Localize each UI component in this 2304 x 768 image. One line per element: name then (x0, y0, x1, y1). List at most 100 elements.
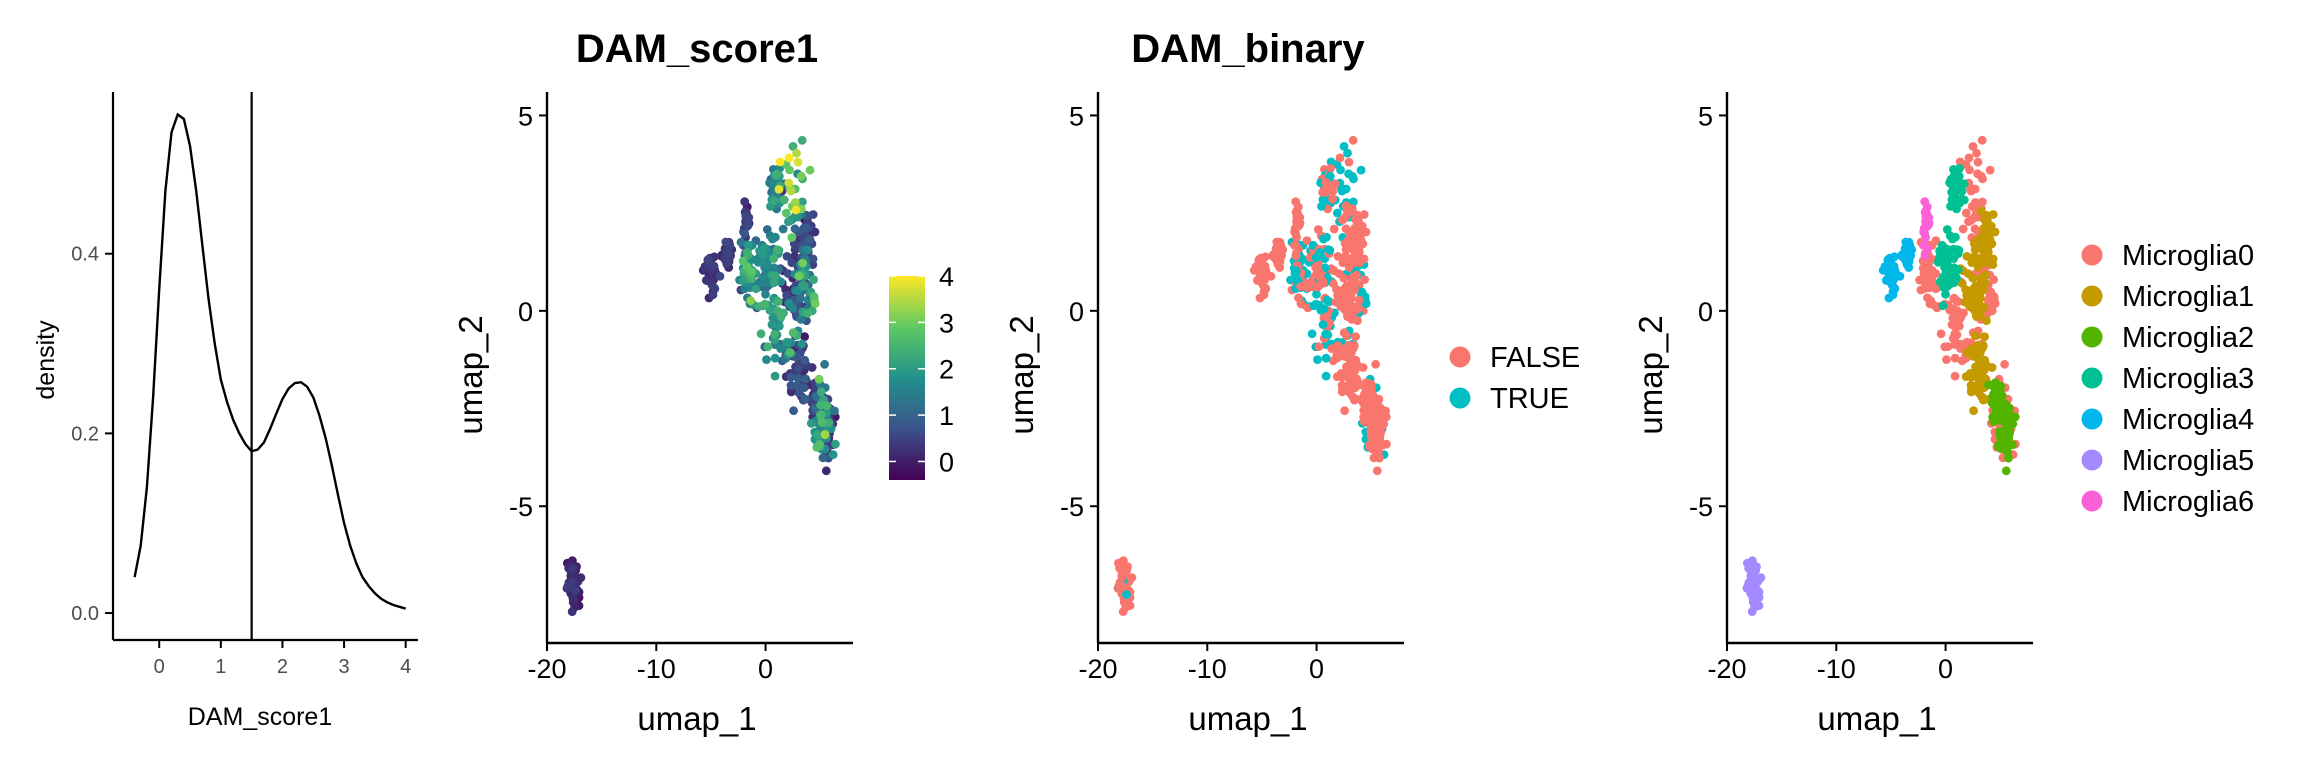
cell-point (758, 273, 768, 283)
cell-point (1119, 564, 1129, 573)
cell-point (1336, 302, 1346, 312)
cell-point (1920, 207, 1930, 217)
cell-point (1366, 429, 1376, 439)
cell-point (747, 267, 757, 277)
cell-point (1980, 243, 1990, 253)
cell-point (1990, 299, 2000, 309)
cell-point (1974, 388, 1984, 398)
cell-point (1332, 285, 1341, 294)
cell-point (818, 453, 828, 463)
cell-point (1352, 278, 1361, 288)
cell-point (1328, 356, 1338, 366)
cell-point (1920, 266, 1929, 275)
cell-point (1959, 179, 1969, 189)
cell-point (1343, 381, 1353, 390)
cell-point (782, 290, 791, 300)
umap-y-tick-label: 5 (1698, 101, 1713, 131)
umap-x-tick-label: -20 (1078, 654, 1117, 684)
cell-point (1985, 235, 1995, 245)
cell-point (1950, 329, 1960, 339)
cell-point (1255, 293, 1265, 303)
cell-point (1377, 440, 1387, 450)
cell-point (1344, 157, 1354, 167)
cell-point (768, 234, 777, 244)
cell-point (2000, 359, 2009, 369)
cell-point (808, 210, 818, 219)
cell-point (1997, 392, 2006, 402)
cell-point (785, 165, 794, 175)
cell-point (2006, 440, 2016, 450)
cell-point (762, 259, 772, 268)
cell-point (773, 297, 783, 306)
cell-point (1347, 206, 1357, 216)
density-y-tick-label: 0.0 (71, 603, 99, 625)
umap-x-tick-label: -20 (527, 654, 566, 684)
cell-point (769, 254, 779, 263)
cell-point (1919, 241, 1928, 250)
cell-point (1321, 178, 1330, 187)
cell-point (1313, 225, 1323, 234)
cell-point (760, 299, 770, 309)
cell-point (1982, 316, 1991, 326)
cell-point (2002, 424, 2011, 434)
cell-point (753, 257, 763, 267)
cell-point (1356, 165, 1366, 175)
cell-point (1936, 329, 1946, 339)
cell-point (1321, 329, 1331, 339)
binary-x-axis-label: umap_1 (1188, 700, 1307, 737)
cell-point (1357, 287, 1367, 297)
cell-point (1359, 254, 1369, 264)
legend-label: FALSE (1490, 342, 1580, 374)
cell-point (1376, 414, 1385, 424)
cell-point (1348, 135, 1358, 145)
cell-point (1971, 281, 1981, 291)
cell-point (794, 374, 803, 383)
cell-point (1328, 194, 1337, 204)
cell-point (776, 344, 786, 353)
cell-point (1325, 171, 1335, 181)
cell-point (794, 271, 804, 281)
cell-point (1955, 164, 1964, 173)
cell-point (1353, 316, 1362, 326)
binary-y-axis-label: umap_2 (1003, 315, 1040, 434)
cell-point (820, 359, 829, 369)
cell-point (743, 220, 753, 230)
cell-point (769, 263, 779, 273)
cell-point (770, 353, 780, 363)
cell-point (805, 235, 814, 244)
density-y-tick-label: 0.2 (71, 423, 99, 445)
cell-point (1991, 406, 2001, 416)
cluster-y-axis-label: umap_2 (1632, 315, 1669, 434)
binary-umap-title: DAM_binary (1131, 27, 1365, 71)
umap-x-tick-label: 0 (758, 654, 773, 684)
cell-point (790, 224, 800, 234)
umap-y-tick-label: 0 (518, 297, 533, 327)
cell-point (1904, 263, 1914, 272)
legend-label: Microglia3 (2122, 363, 2254, 395)
cell-point (1291, 207, 1301, 217)
cell-point (1339, 142, 1349, 151)
cell-point (1958, 224, 1968, 234)
cell-point (809, 275, 818, 284)
cell-point (776, 312, 786, 322)
cell-point (1982, 216, 1992, 225)
cell-point (1254, 255, 1264, 265)
cell-point (1980, 332, 1989, 341)
cell-point (1953, 297, 1963, 306)
cell-point (1980, 355, 1990, 365)
umap-y-tick-label: 0 (1069, 297, 1084, 327)
cell-point (1946, 202, 1955, 211)
cell-point (758, 250, 767, 259)
cell-point (1881, 276, 1891, 285)
cell-point (744, 213, 754, 222)
cell-point (796, 293, 805, 303)
cell-point (723, 249, 733, 259)
cell-point (787, 258, 797, 268)
cell-point (801, 374, 810, 384)
legend-key (2081, 326, 2103, 348)
legend-key (2081, 285, 2103, 307)
cell-point (781, 208, 791, 218)
cell-point (1744, 581, 1753, 590)
cell-point (767, 320, 777, 329)
cell-point (1291, 266, 1300, 275)
